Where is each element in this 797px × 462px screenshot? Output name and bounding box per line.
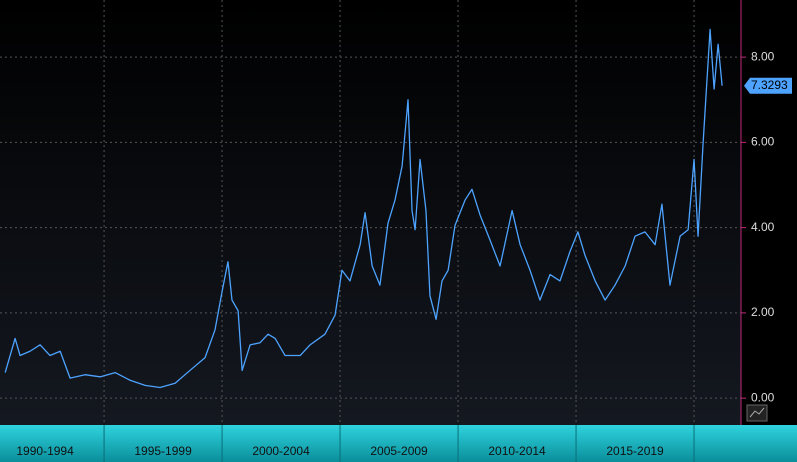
y-tick-label: 4.00 bbox=[751, 220, 775, 234]
y-tick-label: 2.00 bbox=[751, 305, 775, 319]
series-line bbox=[4, 28, 723, 389]
last-value-label: 7.3293 bbox=[751, 78, 788, 92]
chart-icon bbox=[746, 404, 768, 422]
plot-area bbox=[0, 0, 741, 425]
period-band bbox=[0, 425, 797, 462]
y-tick-label: 8.00 bbox=[751, 49, 775, 63]
y-tick-label: 0.00 bbox=[751, 390, 775, 404]
x-band-label: 2000-2004 bbox=[252, 444, 310, 458]
y-tick-label: 6.00 bbox=[751, 135, 775, 149]
last-value-box bbox=[744, 77, 792, 94]
x-band-label: 2015-2019 bbox=[606, 444, 664, 458]
x-band-label: 1995-1999 bbox=[134, 444, 192, 458]
x-band-label: 1990-1994 bbox=[16, 444, 74, 458]
x-band-label: 2005-2009 bbox=[370, 444, 428, 458]
x-band-label: 2010-2014 bbox=[488, 444, 546, 458]
